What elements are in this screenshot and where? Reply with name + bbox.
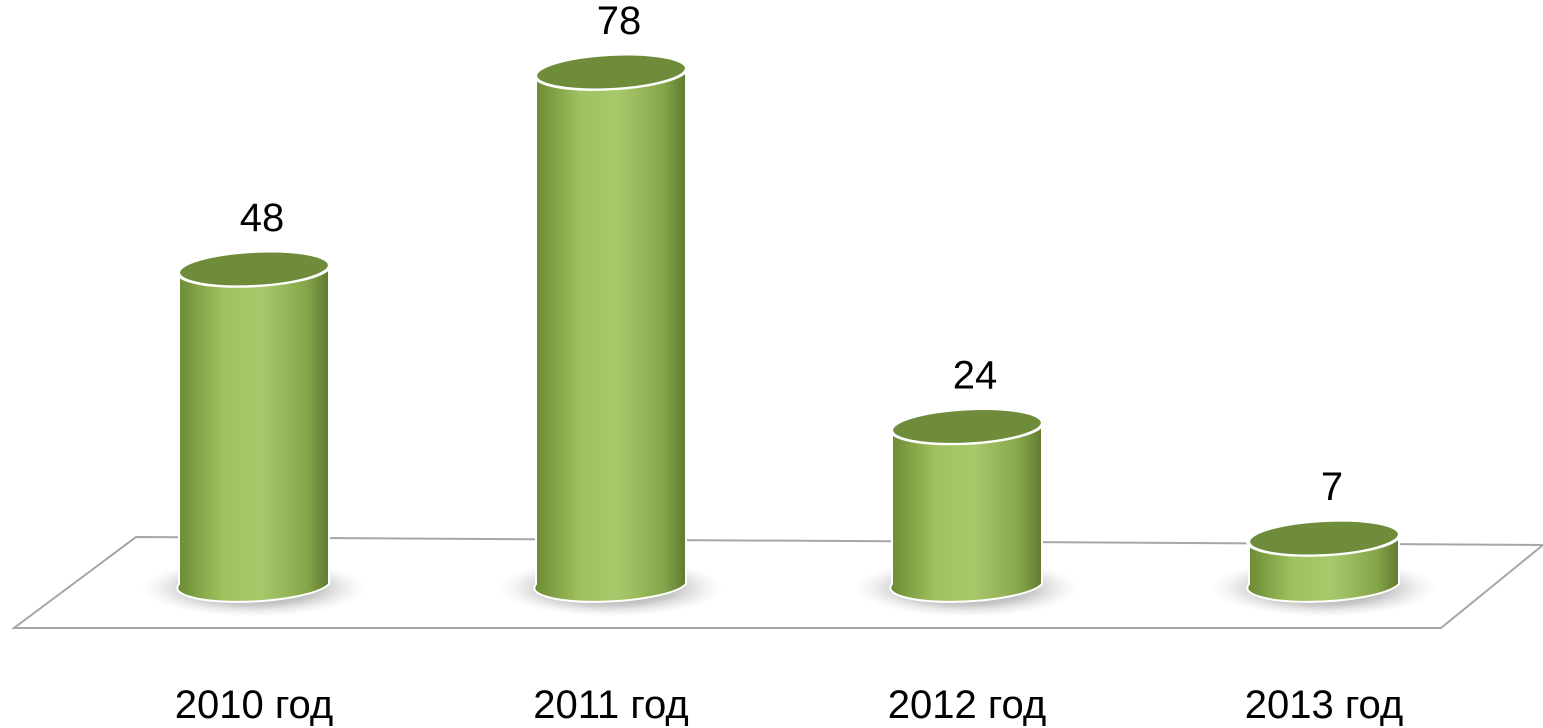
value-label: 7 — [1321, 465, 1343, 509]
value-label: 78 — [597, 0, 642, 43]
bar-2 — [498, 53, 724, 617]
bar-body — [176, 266, 330, 603]
bar-body — [889, 423, 1043, 603]
bar-body — [533, 69, 687, 603]
value-label: 24 — [953, 353, 998, 397]
category-labels-group: 2010 год 2011 год 2012 год 2013 год — [175, 683, 1404, 727]
floor-plane — [10, 535, 1543, 629]
bar-1 — [141, 250, 367, 617]
category-label: 2011 год — [533, 683, 689, 727]
category-label: 2010 год — [175, 683, 334, 727]
value-labels-group: 48 78 24 7 — [240, 0, 1343, 509]
value-label: 48 — [240, 196, 285, 240]
bar-top — [891, 408, 1043, 445]
bar-top — [535, 53, 687, 91]
bars-group — [141, 53, 1437, 617]
chart-floor — [10, 535, 1543, 629]
bar-top — [178, 250, 330, 288]
bar-3 — [854, 408, 1080, 617]
bar-4 — [1211, 519, 1437, 617]
bar-top — [1248, 519, 1400, 557]
category-label: 2012 год — [888, 683, 1047, 727]
category-label: 2013 год — [1245, 683, 1404, 727]
